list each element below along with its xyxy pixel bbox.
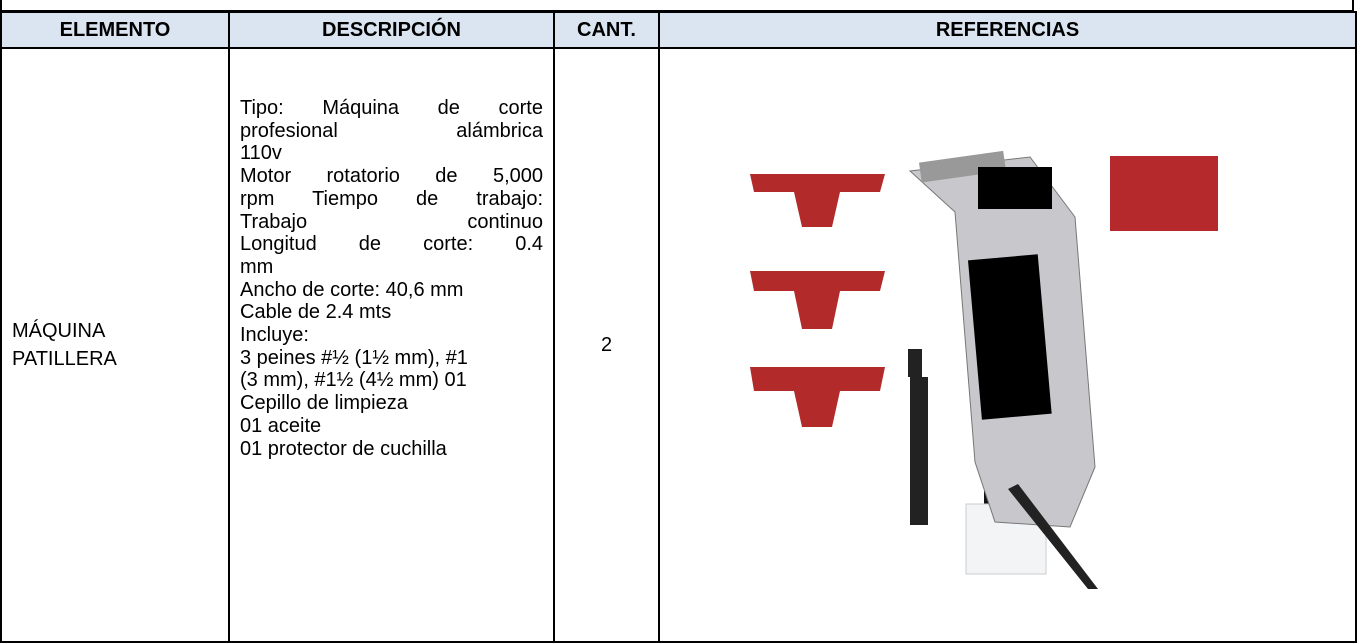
description-line: rpm Tiempo de trabajo: [240,187,543,210]
description-line: Tipo: Máquina de corte [240,97,543,119]
description-line: Motor rotatorio de 5,000 [240,165,543,188]
table: ELEMENTO DESCRIPCIÓN CANT. REFERENCIAS M… [0,11,1357,643]
header-cell: REFERENCIAS [658,11,1357,49]
header-cell: ELEMENTO [0,11,230,49]
description-line: Trabajo continuo [240,210,543,233]
brush [908,349,928,525]
description-line: Ancho de corte: 40,6 mm [240,278,464,301]
reference-cell [658,47,1357,643]
description-cell: Tipo: Máquina de corte profesional alámbr… [228,47,555,643]
description-line: 110v [240,142,282,165]
combs [750,174,885,427]
top-strip [0,0,1354,11]
description-line: Longitud de corte: 0.4 [240,233,543,256]
product-image [750,150,1218,589]
description-line: (3 mm), #1½ (4½ mm) 01 [240,369,467,392]
element: MÁQUINA PATILLERA [12,320,117,370]
description-line: 01 protector de cuchilla [240,437,447,460]
quantity-cell: 2 [553,47,660,643]
quantity: 2 [600,333,613,356]
trimmer [908,150,1098,589]
description: Tipo: Máquina de corte profesional alámbr… [240,97,543,460]
description-line: mm [240,255,274,278]
blade-guard [1110,156,1218,231]
row: MÁQUINA PATILLERA Tipo: Máquina de corte… [0,47,1357,643]
description-line: profesional alámbrica [240,119,543,142]
description-line: Cable de 2.4 mts [240,301,392,324]
description-line: Cepillo de limpieza [240,392,408,415]
element-cell: MÁQUINA PATILLERA [0,47,230,643]
header-cell: CANT. [553,11,660,49]
description-line: 01 aceite [240,414,322,437]
description-line: 3 peines #½ (1½ mm), #1 [240,346,468,369]
header-cell: DESCRIPCIÓN [228,11,555,49]
header-row: ELEMENTO DESCRIPCIÓN CANT. REFERENCIAS [0,11,1357,49]
description-line: Incluye: [240,324,309,347]
